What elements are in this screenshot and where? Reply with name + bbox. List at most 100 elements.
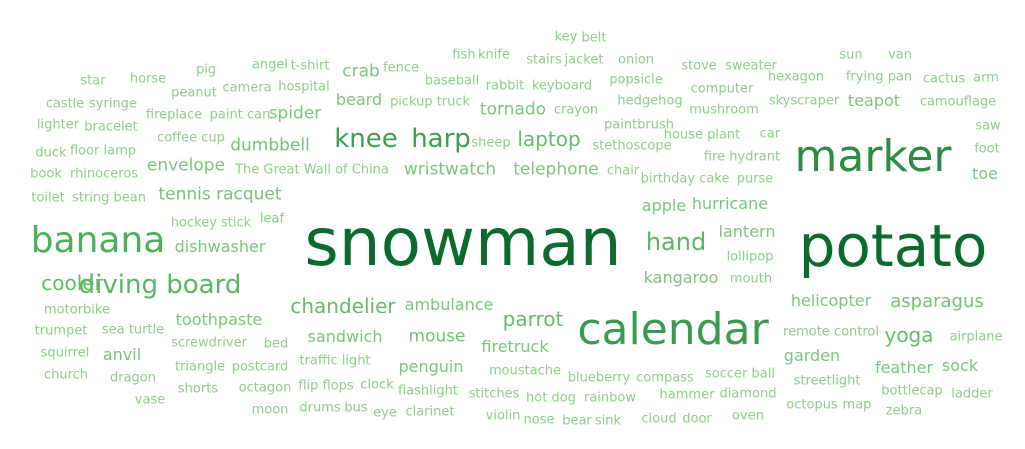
word-sweater: sweater	[725, 58, 777, 74]
word-saw: saw	[975, 118, 1001, 134]
word-peanut: peanut	[171, 85, 217, 101]
word-nose: nose	[523, 412, 555, 428]
word-popsicle: popsicle	[609, 72, 663, 88]
word-firetruck: firetruck	[481, 337, 549, 356]
word-screwdriver: screwdriver	[171, 335, 247, 351]
word-violin: violin	[485, 408, 521, 424]
word-postcard: postcard	[231, 359, 289, 375]
word-skyscraper: skyscraper	[768, 93, 840, 109]
word-wristwatch: wristwatch	[403, 159, 497, 180]
word-octopus: octopus	[786, 397, 838, 413]
word-anvil: anvil	[102, 345, 142, 364]
word-teapot: teapot	[847, 91, 901, 110]
word-vase: vase	[134, 392, 166, 408]
word-diamond: diamond	[719, 386, 777, 402]
word-snowman: snowman	[304, 204, 622, 281]
word-tornado: tornado	[479, 99, 547, 120]
word-hot-dog: hot dog	[526, 390, 576, 406]
word-van: van	[888, 47, 912, 63]
word-banana: banana	[30, 220, 166, 261]
word-marker: marker	[794, 131, 952, 182]
word-streetlight: streetlight	[793, 373, 861, 389]
word-garden: garden	[783, 346, 841, 365]
word-flip-flops: flip flops	[298, 378, 354, 394]
word-octagon: octagon	[238, 380, 292, 396]
word-remote-control: remote control	[783, 324, 879, 340]
word-hexagon: hexagon	[767, 69, 825, 85]
word-purse: purse	[736, 171, 774, 187]
word-sink: sink	[594, 413, 622, 429]
word-calendar: calendar	[577, 304, 769, 355]
word-helicopter: helicopter	[790, 291, 872, 310]
word-sheep: sheep	[471, 135, 511, 151]
word-duck: duck	[35, 145, 67, 161]
word-airplane: airplane	[949, 329, 1003, 345]
word-crab: crab	[342, 61, 380, 82]
word-foot: foot	[974, 141, 1000, 157]
word-jacket: jacket	[564, 52, 604, 68]
word-t-shirt: t-shirt	[290, 58, 330, 74]
word-belt: belt	[581, 30, 607, 46]
word-lighter: lighter	[36, 117, 80, 133]
word-trumpet: trumpet	[34, 323, 88, 339]
word-motorbike: motorbike	[44, 302, 110, 318]
word-parrot: parrot	[502, 307, 564, 331]
word-triangle: triangle	[174, 359, 226, 375]
word-camouflage: camouflage	[919, 94, 997, 110]
word-beard: beard	[335, 90, 383, 109]
word-dragon: dragon	[109, 370, 157, 386]
word-floor-lamp: floor lamp	[69, 143, 137, 159]
word-pickup-truck: pickup truck	[389, 94, 471, 110]
word-soccer-ball: soccer ball	[705, 366, 775, 382]
word-sea-turtle: sea turtle	[101, 322, 165, 338]
word-diving-board: diving board	[78, 270, 242, 300]
word-ambulance: ambulance	[404, 295, 494, 314]
word-traffic-light: traffic light	[299, 353, 371, 369]
word-hurricane: hurricane	[691, 194, 769, 213]
word-chandelier: chandelier	[290, 294, 396, 318]
word-the-great-wall-of-china: The Great Wall of China	[235, 162, 389, 178]
word-fire-hydrant: fire hydrant	[703, 149, 781, 165]
word-map: map	[842, 397, 872, 413]
word-bottlecap: bottlecap	[881, 383, 943, 399]
word-birthday-cake: birthday cake	[640, 171, 730, 187]
word-sun: sun	[839, 47, 863, 63]
word-car: car	[759, 126, 781, 142]
word-stethoscope: stethoscope	[592, 138, 672, 154]
word-syringe: syringe	[89, 96, 137, 112]
word-house-plant: house plant	[663, 127, 741, 143]
word-moon: moon	[251, 402, 289, 418]
word-hand: hand	[645, 228, 707, 256]
word-door: door	[682, 411, 712, 427]
word-cactus: cactus	[922, 71, 966, 87]
word-apple: apple	[641, 196, 687, 215]
word-mouth: mouth	[729, 271, 773, 287]
word-knife: knife	[478, 47, 510, 63]
word-hockey-stick: hockey stick	[170, 215, 252, 231]
word-paintbrush: paintbrush	[603, 117, 675, 133]
word-horse: horse	[129, 71, 167, 87]
word-flashlight: flashlight	[398, 383, 458, 399]
word-compass: compass	[636, 370, 694, 386]
word-bracelet: bracelet	[84, 119, 138, 135]
word-key: key	[554, 29, 578, 45]
word-potato: potato	[798, 212, 988, 280]
word-hammer: hammer	[659, 387, 715, 403]
word-string-bean: string bean	[72, 190, 146, 206]
word-keyboard: keyboard	[531, 78, 593, 94]
word-kangaroo: kangaroo	[643, 268, 719, 287]
word-church: church	[43, 367, 89, 383]
word-mushroom: mushroom	[689, 102, 759, 118]
word-lollipop: lollipop	[726, 249, 774, 265]
word-crayon: crayon	[553, 102, 599, 118]
word-harp: harp	[411, 124, 471, 154]
word-toe: toe	[972, 164, 998, 183]
word-fireplace: fireplace	[145, 107, 203, 123]
word-shorts: shorts	[177, 381, 219, 397]
word-cloud: cloud	[641, 411, 677, 427]
word-star: star	[80, 73, 106, 89]
word-toothpaste: toothpaste	[175, 310, 263, 329]
word-castle: castle	[45, 96, 85, 112]
word-drums: drums	[299, 400, 341, 416]
